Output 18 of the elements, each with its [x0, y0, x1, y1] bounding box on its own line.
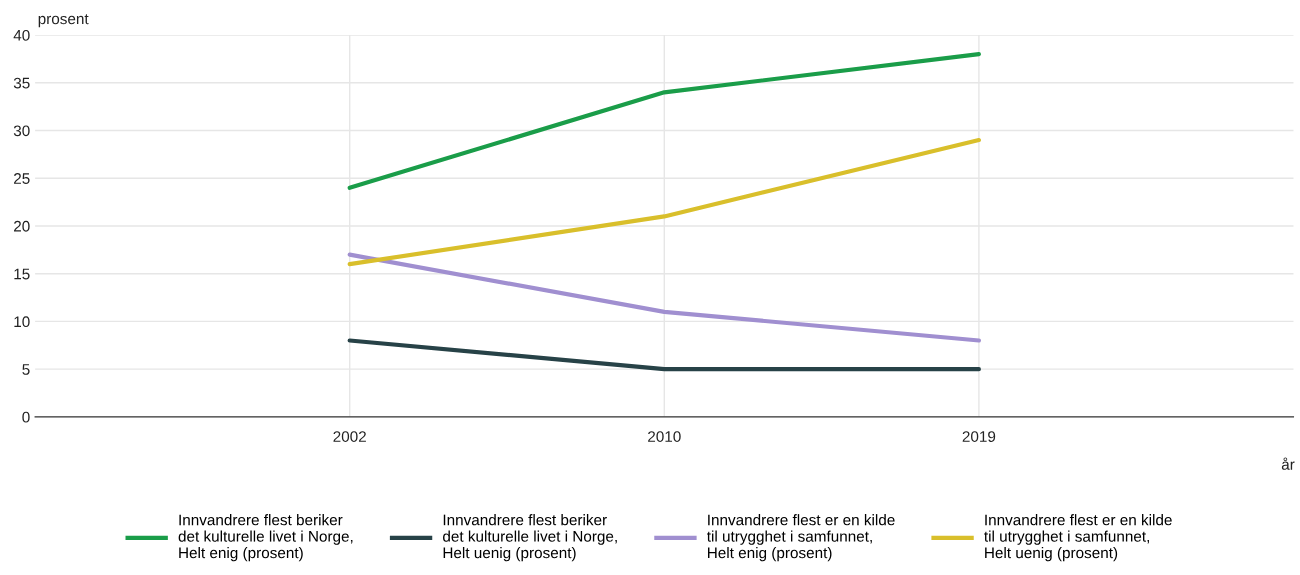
legend-label: Innvandrere flest er en kilde til utrygghet i samfunnet, Helt uenig (prosent): [984, 514, 1172, 562]
y-tick-label: 10: [14, 316, 30, 328]
legend-label: Innvandrere flest beriker det kulturelle livet i Norge, Helt enig (prosent): [178, 514, 353, 562]
x-tick-label: 2010: [648, 431, 681, 442]
y-tick-label: 35: [13, 77, 30, 89]
x-tick-label: 2002: [333, 431, 366, 442]
y-axis-title: prosent: [38, 14, 89, 28]
y-tick-label: 25: [14, 173, 30, 184]
y-tick-label: 20: [14, 220, 30, 232]
x-axis-title: år: [1281, 457, 1295, 470]
y-tick-label: 30: [13, 125, 30, 137]
y-tick-label: 15: [14, 268, 30, 280]
legend-label: Innvandrere flest er en kilde til utrygghet i samfunnet, Helt enig (prosent): [706, 514, 895, 562]
y-tick-label: 0: [22, 411, 30, 423]
y-tick-label: 40: [13, 29, 30, 41]
legend-label: Innvandrere flest beriker det kulturelle livet i Norge, Helt uenig (prosent): [443, 514, 617, 562]
y-tick-label: 5: [22, 364, 30, 375]
x-tick-label: 2019: [962, 431, 996, 442]
